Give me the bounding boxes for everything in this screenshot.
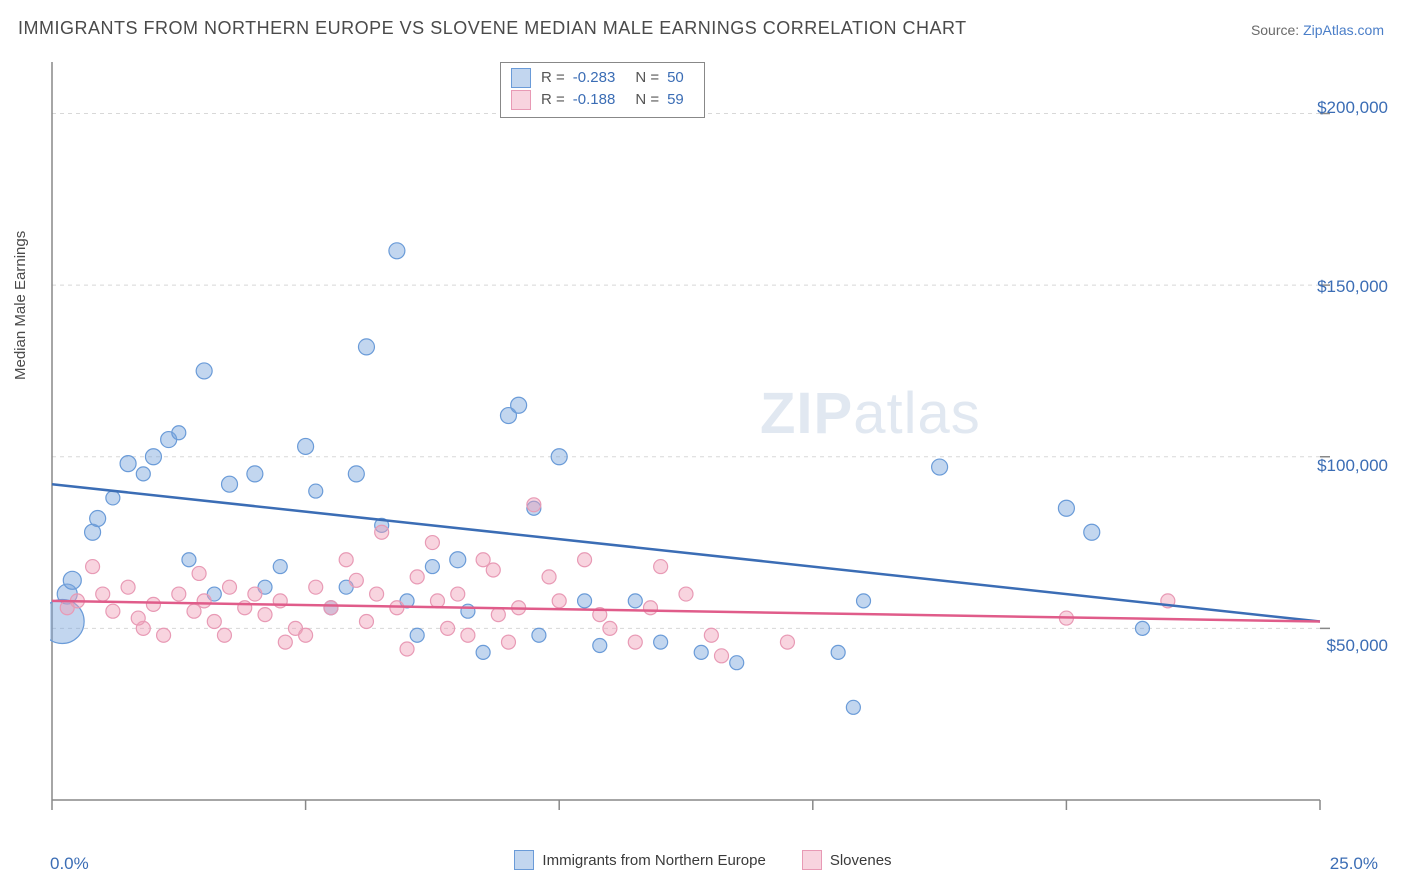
chart-title: IMMIGRANTS FROM NORTHERN EUROPE VS SLOVE… [18,18,967,39]
bottom-legend-item: Slovenes [802,850,892,870]
legend-label: Slovenes [830,852,892,869]
y-tick-100k: $100,000 [1317,456,1388,476]
y-tick-150k: $150,000 [1317,277,1388,297]
legend-swatch [511,68,531,88]
bottom-legend-item: Immigrants from Northern Europe [514,850,765,870]
y-tick-50k: $50,000 [1327,636,1388,656]
r-label: R = [541,67,565,89]
stats-legend-row: R = -0.188 N = 59 [511,89,694,111]
legend-swatch [514,850,534,870]
y-axis-label: Median Male Earnings [12,231,29,380]
n-value: 50 [667,67,684,89]
legend-swatch [511,90,531,110]
r-value: -0.283 [573,67,616,89]
source-label: Source: [1251,22,1303,38]
stats-legend-row: R = -0.283 N = 50 [511,67,694,89]
chart-area [50,60,1380,830]
scatter-plot [50,60,1380,830]
x-tick-min: 0.0% [50,854,89,874]
x-tick-max: 25.0% [1330,854,1378,874]
source-link[interactable]: ZipAtlas.com [1303,22,1384,38]
n-label: N = [635,67,659,89]
source-attribution: Source: ZipAtlas.com [1251,22,1384,38]
stats-legend: R = -0.283 N = 50 R = -0.188 N = 59 [500,62,705,118]
n-value: 59 [667,89,684,111]
bottom-legend: Immigrants from Northern Europe Slovenes [0,850,1406,874]
legend-label: Immigrants from Northern Europe [542,852,765,869]
n-label: N = [635,89,659,111]
r-value: -0.188 [573,89,616,111]
legend-swatch [802,850,822,870]
r-label: R = [541,89,565,111]
y-tick-200k: $200,000 [1317,98,1388,118]
